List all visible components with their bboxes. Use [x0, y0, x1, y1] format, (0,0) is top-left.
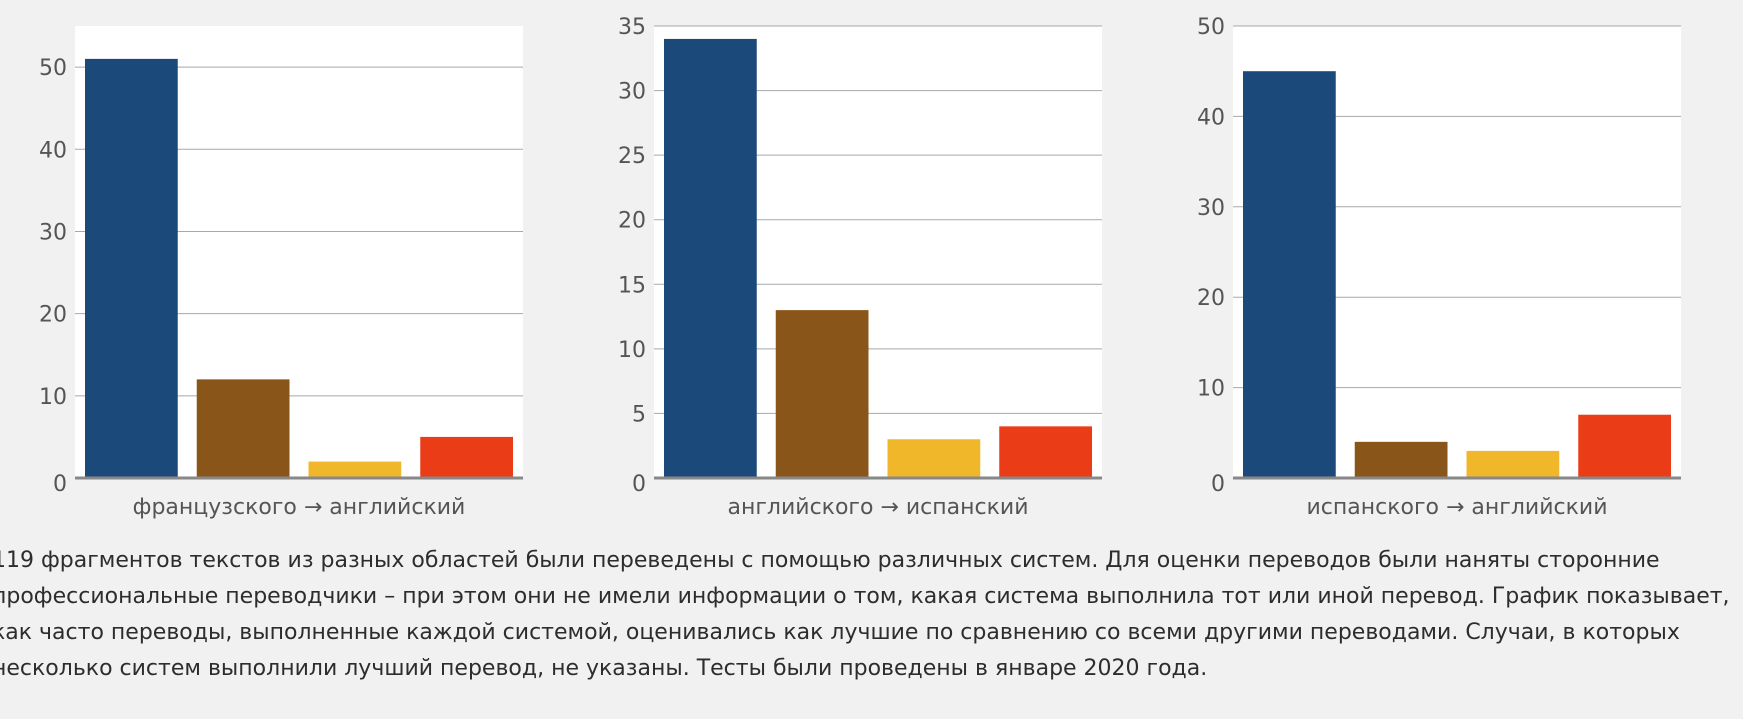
charts-area: 0 10 20 30 40 50 французского → английский 0 5 10…: [39, 15, 1681, 520]
x-axis-label-0: французского → английский: [133, 495, 466, 520]
y-tick-label-1-0: 0: [632, 472, 646, 497]
y-tick-label-2-50: 50: [1197, 15, 1225, 40]
y-tick-label-2-40: 40: [1197, 105, 1225, 130]
y-tick-label-0-50: 50: [39, 56, 67, 81]
y-tick-label-0-0: 0: [53, 472, 67, 497]
bar-2-2: [1466, 450, 1560, 478]
y-tick-label-1-25: 25: [618, 144, 646, 169]
bar-0-3: [420, 436, 513, 478]
y-tick-label-1-15: 15: [618, 273, 646, 298]
bar-1-1: [775, 310, 869, 478]
y-tick-label-0-20: 20: [39, 303, 67, 328]
bar-2-1: [1354, 441, 1448, 478]
y-tick-label-0-30: 30: [39, 220, 67, 245]
y-tick-label-2-20: 20: [1197, 286, 1225, 311]
y-tick-label-0-10: 10: [39, 385, 67, 410]
x-axis-label-1: английского → испанский: [728, 495, 1029, 520]
y-tick-label-2-30: 30: [1197, 196, 1225, 221]
y-tick-label-2-0: 0: [1211, 472, 1225, 497]
bar-1-2: [887, 439, 981, 478]
y-tick-label-0-40: 40: [39, 138, 67, 163]
y-tick-label-1-35: 35: [618, 15, 646, 40]
bar-0-1: [196, 379, 290, 478]
y-tick-label-1-5: 5: [632, 402, 646, 427]
y-tick-label-2-10: 10: [1197, 377, 1225, 402]
bar-2-3: [1578, 414, 1671, 478]
y-tick-label-1-20: 20: [618, 209, 646, 234]
chart-caption: 119 фрагментов текстов из разных областе…: [0, 548, 1730, 681]
bar-1-3: [999, 426, 1092, 478]
y-tick-label-1-30: 30: [618, 80, 646, 105]
y-tick-label-1-10: 10: [618, 338, 646, 363]
bar-1-0: [664, 38, 757, 479]
x-axis-label-2: испанского → английский: [1307, 495, 1608, 520]
bar-0-2: [308, 461, 402, 478]
bar-0-0: [85, 58, 178, 478]
bar-2-0: [1243, 71, 1336, 478]
